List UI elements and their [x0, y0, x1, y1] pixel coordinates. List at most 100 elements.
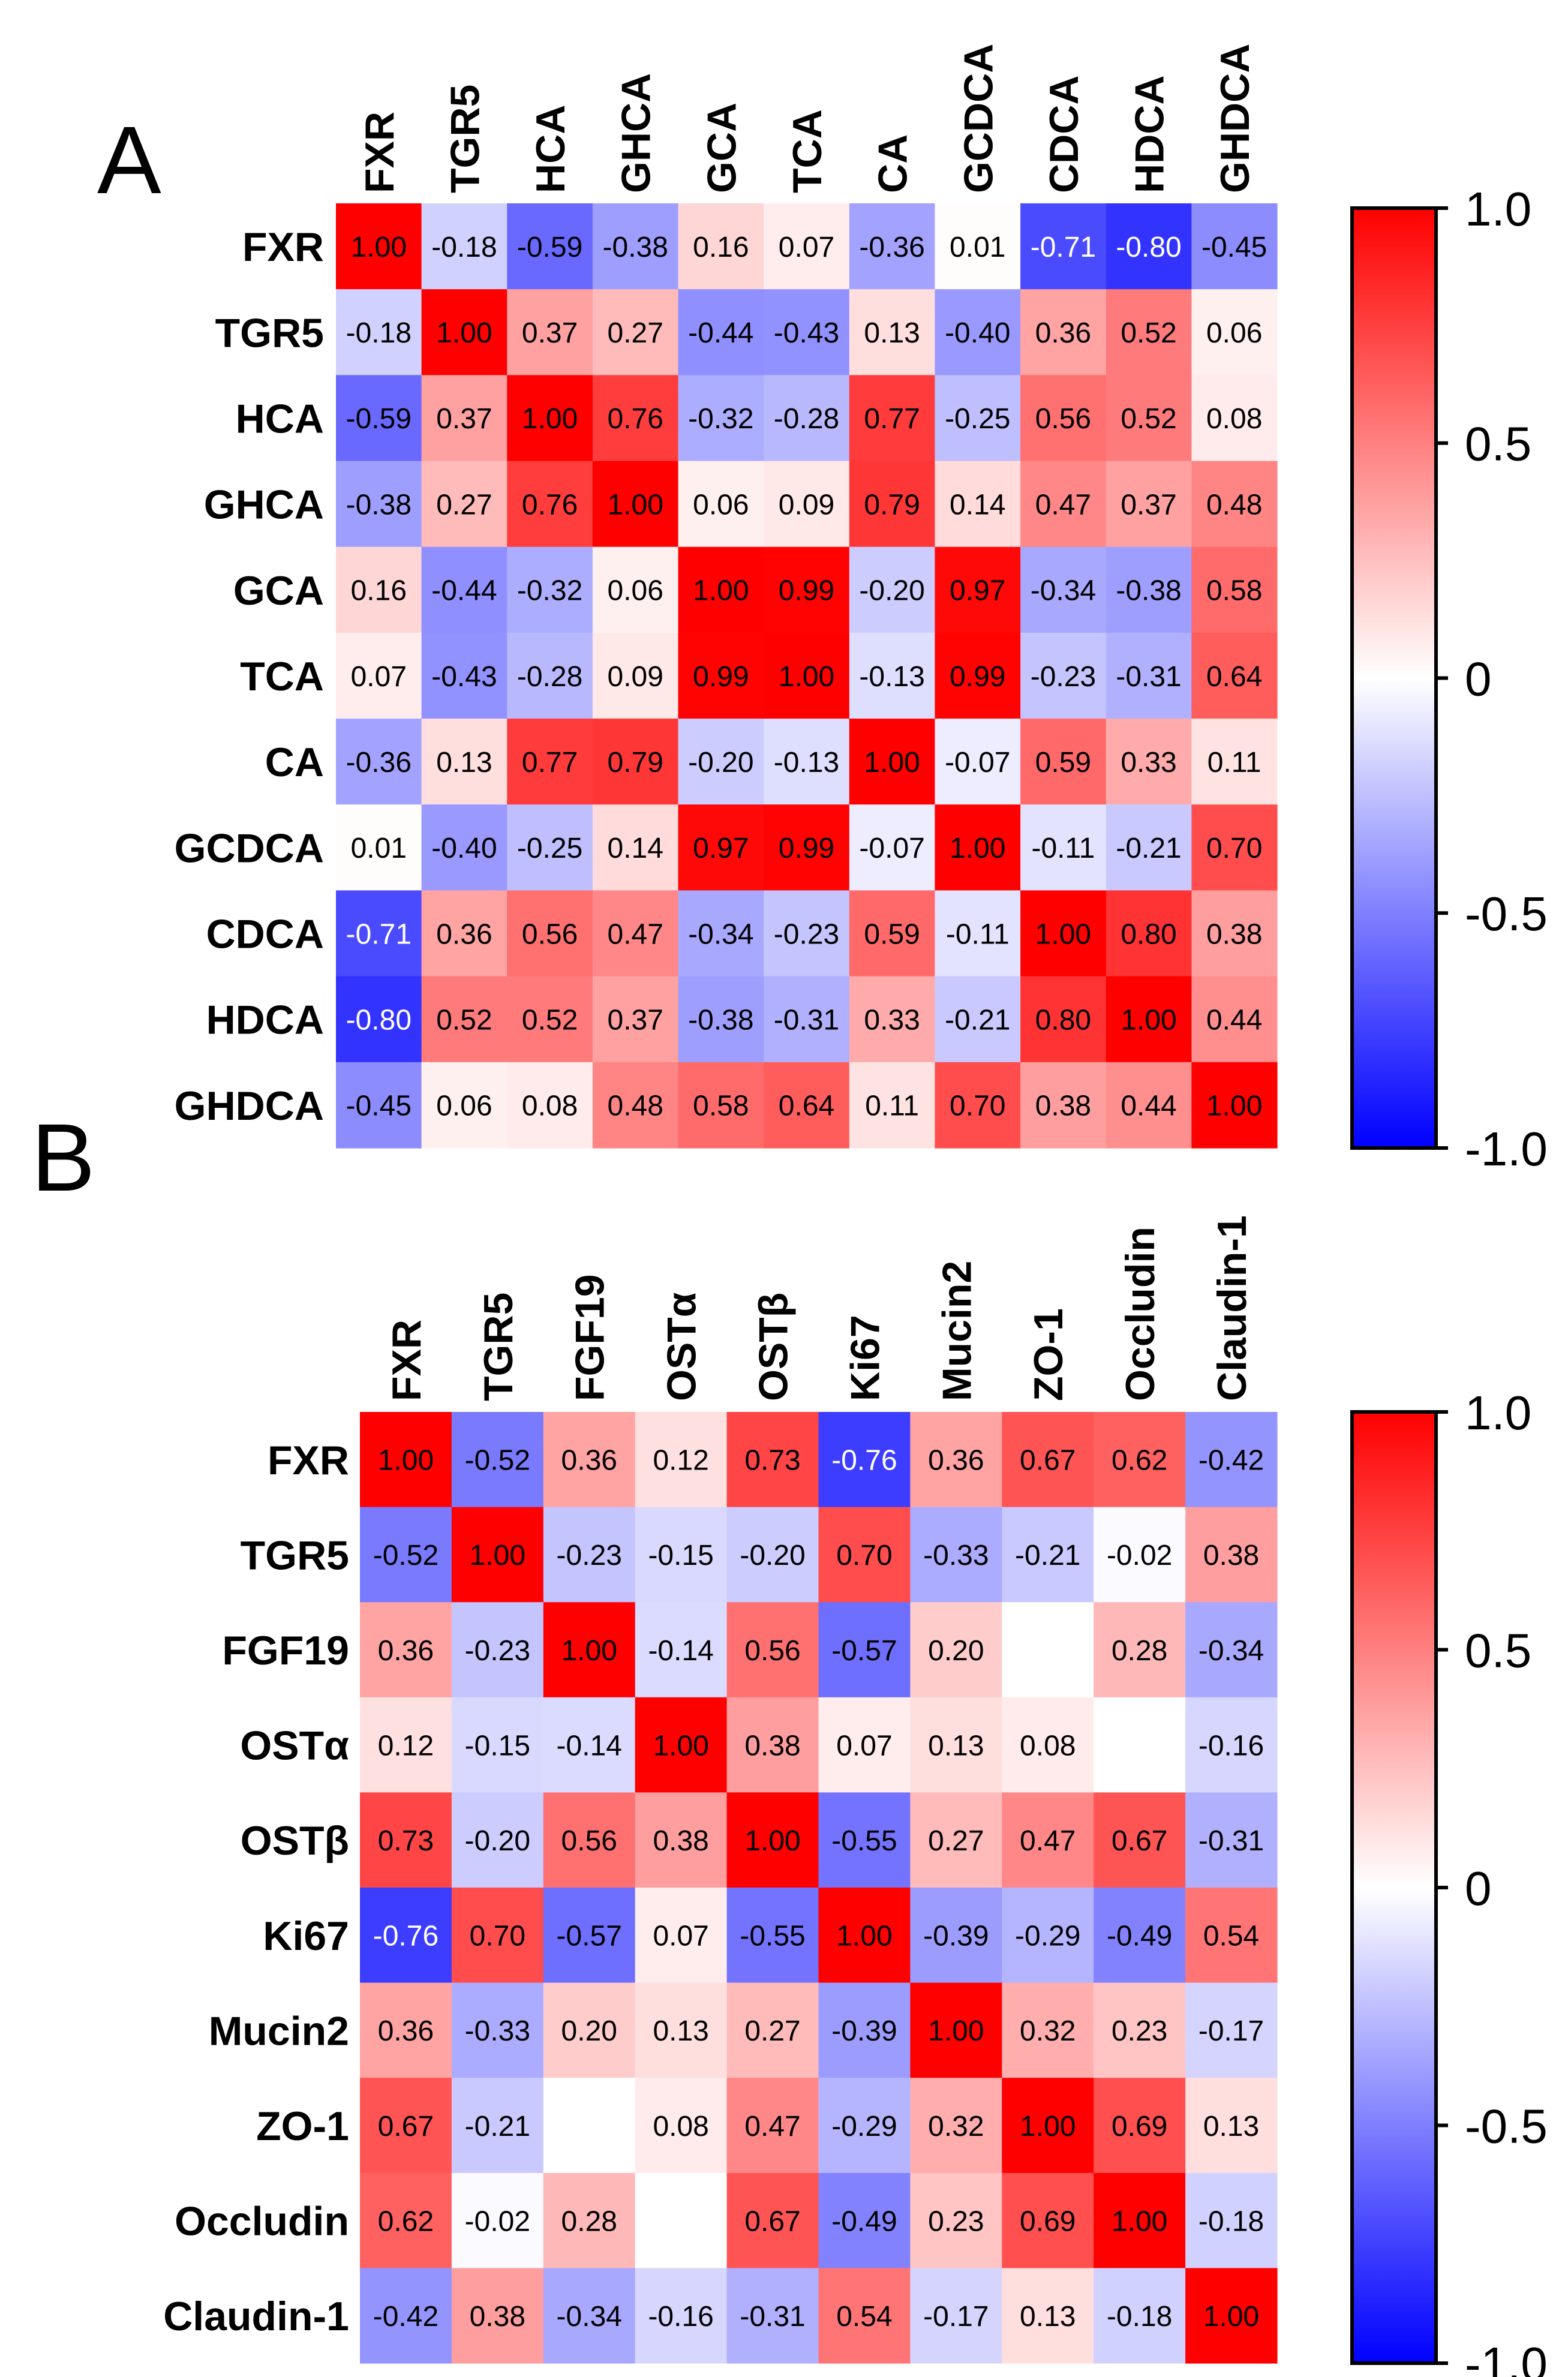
heatmap-cell — [764, 203, 850, 290]
cell-value-label: -0.31 — [774, 1005, 839, 1036]
cell-value-label: 0.56 — [744, 1635, 800, 1667]
cell-value-label: -0.36 — [859, 232, 924, 263]
colorbar-tick-label: 1.0 — [1465, 1386, 1531, 1440]
cell-value-label: -0.38 — [1116, 575, 1181, 607]
cell-value-label: -0.21 — [1116, 833, 1181, 864]
cell-value-label: 0.67 — [378, 2111, 434, 2142]
heatmap-cell — [1002, 1792, 1094, 1888]
colorbar-tick-label: 0 — [1465, 652, 1492, 705]
cell-value-label: 0.13 — [928, 1730, 984, 1762]
cell-value-label: 0.54 — [1203, 1921, 1259, 1952]
heatmap-cell — [1185, 2268, 1278, 2364]
cell-value-label: 0.27 — [608, 317, 663, 349]
heatmap-cell — [1185, 1697, 1278, 1793]
cell-value-label: -0.43 — [431, 661, 497, 693]
heatmap-cell — [849, 289, 936, 375]
heatmap-cell — [543, 2172, 636, 2268]
cell-value-label: 0.80 — [1035, 1005, 1091, 1036]
cell-value-label: 0.13 — [436, 747, 492, 779]
heatmap-cell — [1020, 375, 1107, 462]
heatmap-cell — [336, 1062, 422, 1149]
cell-value-label: 0.07 — [779, 232, 834, 263]
cell-value-label: 0.20 — [561, 2015, 617, 2047]
cell-value-label: -0.59 — [346, 403, 411, 435]
heatmap-cell — [678, 289, 764, 375]
heatmap-cell — [543, 2078, 636, 2174]
heatmap-cell — [543, 1412, 636, 1508]
cell-value-label: 1.00 — [779, 661, 834, 693]
heatmap-cell — [336, 890, 422, 977]
heatmap-cell — [935, 203, 1021, 290]
heatmap-cell — [1106, 546, 1192, 633]
heatmap-cell — [635, 2078, 728, 2174]
cell-value-label: 0.08 — [522, 1090, 578, 1122]
colorbar-a: 1.0 0.5 0 -0.5 -1.0 — [1350, 182, 1548, 1176]
colorbar-tick-label: -0.5 — [1465, 887, 1548, 940]
heatmap-cell — [1191, 461, 1278, 548]
cell-value-label: -0.21 — [1015, 1540, 1080, 1571]
heatmap-cell — [543, 1697, 636, 1793]
heatmap-cell — [1094, 1982, 1186, 2078]
heatmap-cell — [1106, 375, 1192, 462]
cell-value-label: -0.31 — [740, 2301, 805, 2333]
cell-value-label: 0.38 — [1203, 1540, 1259, 1571]
cell-value-label: -0.80 — [1116, 232, 1181, 263]
heatmap-cell — [592, 375, 679, 462]
col-label: Claudin-1 — [1209, 1215, 1255, 1401]
heatmap-cell — [1002, 1412, 1094, 1508]
heatmap-cell — [1106, 976, 1192, 1063]
cell-value-label: 0.38 — [744, 1730, 800, 1762]
heatmap-cell — [1185, 1412, 1278, 1508]
heatmap-cell — [1094, 1888, 1186, 1984]
cell-value-label: -0.20 — [859, 575, 924, 607]
cell-value-label: -0.38 — [346, 489, 411, 521]
heatmap-cell — [1191, 289, 1278, 375]
heatmap-cell — [360, 1982, 452, 2078]
row-label: GHDCA — [175, 1083, 324, 1129]
cell-value-label: 1.00 — [950, 833, 1005, 864]
heatmap-cell — [764, 289, 850, 375]
cell-value-label: 0.99 — [693, 661, 749, 693]
panel-label-b: B — [31, 1104, 95, 1211]
heatmap-cell — [1002, 1697, 1094, 1793]
heatmap-cell — [849, 976, 936, 1063]
heatmap-cell — [1191, 1062, 1278, 1149]
cell-value-label: 0.08 — [1020, 1730, 1076, 1762]
cell-value-label: 1.00 — [1203, 2301, 1259, 2333]
heatmap-cell — [592, 632, 679, 719]
cell-value-label: 0.06 — [693, 489, 749, 521]
heatmap-cell — [336, 804, 422, 891]
heatmap-cell — [360, 1602, 452, 1698]
heatmap-cell — [451, 1792, 544, 1888]
cell-value-label: -0.52 — [373, 1540, 438, 1571]
heatmap-cell — [1002, 2268, 1094, 2364]
heatmap-cell — [635, 1507, 728, 1603]
heatmap-cell — [935, 804, 1021, 891]
cell-value-label: 0.11 — [1207, 747, 1261, 779]
heatmap-cell — [935, 976, 1021, 1063]
heatmap-cell — [543, 1507, 636, 1603]
heatmap-cell — [507, 804, 593, 891]
cell-value-label: -0.31 — [1116, 661, 1181, 693]
heatmap-cell — [336, 719, 422, 805]
heatmap-cell — [678, 203, 764, 290]
heatmap-cell — [1191, 890, 1278, 977]
heatmap-cell — [507, 375, 593, 462]
cell-value-label: 0.77 — [864, 403, 920, 435]
cell-value-label: 0.97 — [693, 833, 749, 864]
cell-value-label: 0.36 — [928, 1445, 984, 1477]
heatmap-cell — [421, 1062, 507, 1149]
cell-value-label: 0.07 — [351, 661, 407, 693]
heatmap-cell — [507, 632, 593, 719]
heatmap-cell — [1191, 804, 1278, 891]
heatmap-cell — [678, 632, 764, 719]
cell-value-label: 0.37 — [436, 403, 492, 435]
heatmap-cell — [1185, 1982, 1278, 2078]
heatmap-cell — [1020, 976, 1107, 1063]
heatmap-cell — [1191, 976, 1278, 1063]
cell-value-label: -0.23 — [557, 1540, 622, 1571]
col-label: GCDCA — [956, 44, 1001, 193]
cell-value-label: -0.39 — [923, 1921, 989, 1952]
heatmap-cell — [360, 2078, 452, 2174]
